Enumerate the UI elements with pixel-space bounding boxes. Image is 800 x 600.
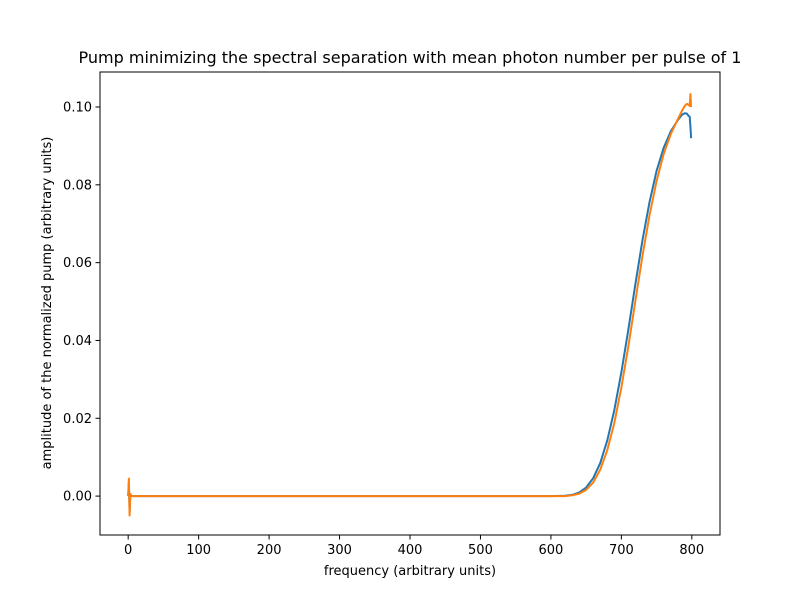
series-layer xyxy=(127,93,693,517)
series-line-2 xyxy=(127,93,693,517)
x-tick-label: 100 xyxy=(186,543,211,558)
y-tick-label: 0.10 xyxy=(63,101,92,116)
y-tick-label: 0.00 xyxy=(63,490,92,505)
y-tick-label: 0.08 xyxy=(63,178,92,193)
x-tick-label: 200 xyxy=(257,543,282,558)
y-axis-label: amplitude of the normalized pump (arbitr… xyxy=(40,137,55,470)
plot-frame xyxy=(99,71,721,536)
chart-title: Pump minimizing the spectral separation … xyxy=(79,48,742,67)
text-layer: Pump minimizing the spectral separation … xyxy=(40,48,741,579)
y-tick-label: 0.02 xyxy=(63,412,92,427)
axes-layer: 0 100 200 300 400 500 600 700 800 0.00 0.02 0.04 0.0… xyxy=(63,71,721,558)
x-axis-label: frequency (arbitrary units) xyxy=(324,564,496,579)
x-tick-label: 0 xyxy=(124,543,132,558)
x-tick-label: 400 xyxy=(398,543,423,558)
x-tick-label: 700 xyxy=(609,543,634,558)
x-tick-label: 600 xyxy=(538,543,563,558)
x-tick-label: 800 xyxy=(679,543,704,558)
x-tick-label: 300 xyxy=(327,543,352,558)
y-tick-label: 0.06 xyxy=(63,256,92,271)
y-tick-label: 0.04 xyxy=(63,334,92,349)
x-tick-label: 500 xyxy=(468,543,493,558)
